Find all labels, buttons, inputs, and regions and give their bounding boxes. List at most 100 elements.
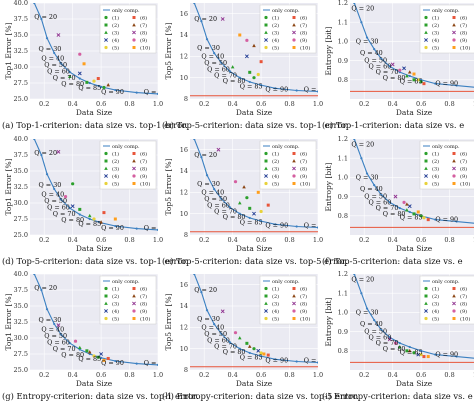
legend-swatch-9 bbox=[452, 38, 456, 42]
y-axis-label: Top1 Error [%] bbox=[4, 158, 13, 215]
legend-entry: (4) bbox=[432, 173, 439, 180]
data-point-method-10 bbox=[416, 210, 420, 214]
quality-label: Q = 85 bbox=[400, 349, 423, 357]
x-tick-label: 0.6 bbox=[96, 236, 106, 244]
curve-point bbox=[238, 347, 241, 350]
legend-entry: (7) bbox=[140, 22, 147, 29]
legend-swatch-7 bbox=[292, 23, 296, 27]
data-point-method-10 bbox=[262, 352, 266, 356]
y-tick-label: 25.0 bbox=[14, 95, 28, 103]
quality-label: Q = 40 bbox=[360, 49, 383, 57]
quality-label: Q = 60 bbox=[368, 198, 391, 206]
legend-entry: only comp. bbox=[112, 279, 140, 285]
legend-swatch-7 bbox=[132, 159, 136, 163]
curve-point bbox=[295, 225, 298, 228]
x-axis-label: Data Size bbox=[76, 108, 113, 117]
curve-point bbox=[388, 336, 391, 339]
data-point-method-6 bbox=[266, 203, 270, 207]
quality-label: Q = 50 bbox=[44, 332, 67, 340]
legend-swatch-8 bbox=[452, 30, 456, 35]
legend-swatch-6 bbox=[132, 287, 136, 290]
legend-entry: (2) bbox=[112, 22, 119, 29]
quality-label: Q = 70 bbox=[53, 210, 76, 218]
plot-content: Q = 20Q = 30Q = 40Q = 50Q = 60Q = 70Q = … bbox=[190, 3, 318, 97]
curve-point bbox=[220, 61, 223, 64]
legend-swatch-6 bbox=[132, 152, 136, 155]
quality-label: Q = 90 bbox=[101, 224, 124, 232]
quality-label: Q = 50 bbox=[44, 197, 67, 205]
legend-swatch-7 bbox=[452, 294, 456, 298]
legend-entry: (2) bbox=[112, 158, 119, 165]
quality-label: Q = 20 bbox=[34, 13, 57, 21]
legend: only comp.(1)(2)(3)(4)(5) (6)(7)(8)(9)(10… bbox=[99, 4, 157, 54]
legend-swatch-8 bbox=[452, 301, 456, 306]
y-tick-label: 1.1 bbox=[338, 18, 348, 26]
y-tick-label: 1.2 bbox=[338, 270, 348, 278]
chart-panel-a: 0.2 0.4 0.6 0.8 1.0 25.0 27.5 30.0 32.5 35.0 37.5 4… bbox=[2, 0, 188, 130]
chart-panel-f: 0.2 0.4 0.6 0.8 1.0 0.8 0.9 1.0 1.1 1.2 Data Size E… bbox=[322, 135, 474, 266]
quality-label: Q = 90 bbox=[101, 359, 124, 367]
quality-label: Q = 30 bbox=[197, 44, 220, 52]
data-point-method-1 bbox=[419, 80, 423, 84]
y-tick-label: 8 bbox=[184, 366, 188, 374]
curve-point bbox=[228, 341, 231, 344]
legend-box bbox=[259, 4, 317, 54]
legend-swatch-4 bbox=[264, 309, 268, 313]
legend-entry: (1) bbox=[432, 285, 439, 292]
legend-entry: (4) bbox=[432, 308, 439, 315]
y-tick-label: 30.0 bbox=[14, 63, 28, 71]
quality-label: Q = 95 bbox=[144, 359, 167, 367]
legend-swatch-6 bbox=[452, 16, 456, 19]
legend-swatch-8 bbox=[292, 166, 296, 171]
curve-point bbox=[193, 139, 196, 141]
series-line-only-comp bbox=[33, 139, 158, 231]
x-tick-label: 0.2 bbox=[359, 371, 369, 379]
quality-label: Q = 60 bbox=[207, 201, 230, 209]
legend-entry: (8) bbox=[300, 29, 307, 36]
quality-label: Q = 30 bbox=[356, 37, 379, 45]
data-point-method-8 bbox=[220, 309, 225, 314]
curve-point bbox=[365, 172, 369, 175]
x-tick-label: 1.0 bbox=[153, 236, 163, 244]
quality-label: Q = 80 bbox=[383, 345, 406, 353]
x-tick-label: 0.8 bbox=[124, 236, 134, 244]
legend-swatch-9 bbox=[452, 174, 456, 178]
data-point-method-3 bbox=[237, 336, 242, 340]
legend-swatch-2 bbox=[424, 159, 428, 163]
quality-label: Q = 60 bbox=[47, 338, 70, 346]
legend-swatch-4 bbox=[104, 38, 108, 42]
legend-box bbox=[419, 140, 474, 190]
legend-entry: (3) bbox=[432, 29, 439, 36]
y-axis-label: Entropy [bit] bbox=[324, 26, 333, 75]
legend-entry: (1) bbox=[432, 14, 439, 21]
y-tick-label: 37.5 bbox=[14, 15, 28, 23]
x-tick-label: 0.4 bbox=[387, 236, 397, 244]
curve-point bbox=[295, 89, 298, 92]
curve-point bbox=[408, 210, 411, 214]
legend-swatch-5 bbox=[424, 181, 428, 186]
curve-point bbox=[135, 227, 138, 230]
legend-swatch-5 bbox=[264, 316, 268, 321]
curve-point bbox=[156, 92, 158, 95]
quality-label: Q = 95 bbox=[144, 224, 167, 232]
data-point-method-9 bbox=[78, 52, 82, 56]
legend-swatch-2 bbox=[104, 159, 108, 163]
legend-entry: (8) bbox=[140, 165, 147, 172]
legend-entry: (6) bbox=[460, 150, 467, 157]
curve-point bbox=[388, 65, 391, 68]
legend-swatch-3 bbox=[104, 30, 108, 34]
legend-entry: (2) bbox=[432, 293, 439, 300]
legend-entry: (10) bbox=[460, 44, 470, 51]
legend-entry: (1) bbox=[112, 14, 119, 21]
curve-point bbox=[45, 37, 49, 40]
data-point-method-1 bbox=[96, 355, 100, 359]
curve-point bbox=[60, 333, 63, 336]
y-tick-label: 35.0 bbox=[14, 302, 28, 310]
legend-entry: (4) bbox=[112, 308, 119, 315]
curve-point bbox=[114, 359, 117, 363]
legend-swatch-4 bbox=[104, 174, 108, 178]
legend-entry: (4) bbox=[112, 173, 119, 180]
quality-label: Q = 70 bbox=[53, 345, 76, 353]
curve-point bbox=[353, 274, 356, 276]
x-axis-label: Data Size bbox=[236, 379, 273, 388]
